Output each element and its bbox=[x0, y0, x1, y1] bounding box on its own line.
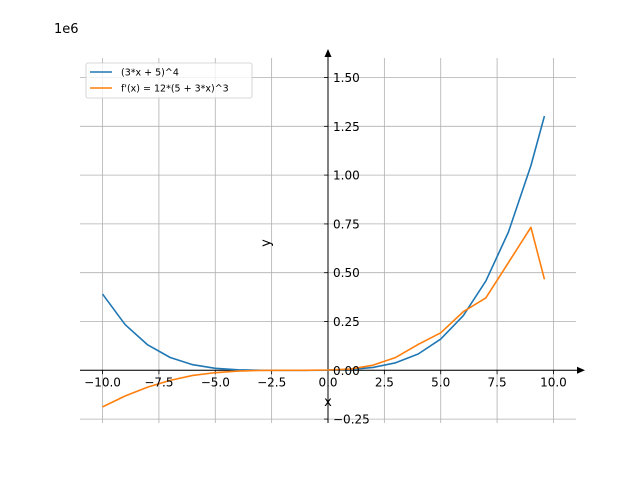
tick-labels: −10.0 −7.5 −5.0 −2.5 0.0 2.5 5.0 7.5 10.0 −0.25 0.… bbox=[84, 71, 567, 427]
offset-text: 1e6 bbox=[54, 22, 79, 37]
x-tick-label: −5.0 bbox=[201, 375, 230, 389]
x-tick-label: −2.5 bbox=[257, 375, 286, 389]
x-tick-label: 0.0 bbox=[318, 375, 337, 389]
y-axis-arrow bbox=[324, 49, 332, 57]
x-tick-label: 2.5 bbox=[375, 375, 394, 389]
legend-label-series-2: f'(x) = 12*(5 + 3*x)^3 bbox=[121, 84, 229, 95]
x-axis-arrow bbox=[577, 366, 585, 374]
x-axis-label: x bbox=[324, 395, 332, 410]
y-tick-label: 1.00 bbox=[333, 169, 360, 183]
series-lines bbox=[101, 115, 546, 408]
y-tick-label: 0.00 bbox=[333, 364, 360, 378]
y-tick-label: 0.50 bbox=[333, 266, 360, 280]
x-tick-label: 10.0 bbox=[540, 375, 567, 389]
y-tick-label: 1.25 bbox=[333, 120, 360, 134]
x-tick-label: 7.5 bbox=[488, 375, 507, 389]
legend: (3*x + 5)^4 f'(x) = 12*(5 + 3*x)^3 bbox=[85, 62, 253, 99]
y-axis-label: y bbox=[259, 239, 274, 247]
series-line-2 bbox=[102, 226, 546, 408]
y-tick-label: 0.25 bbox=[333, 315, 360, 329]
y-tick-label: 1.50 bbox=[333, 71, 360, 85]
x-tick-label: 5.0 bbox=[431, 375, 450, 389]
series-line-1 bbox=[101, 115, 546, 372]
legend-label-series-1: (3*x + 5)^4 bbox=[121, 68, 179, 79]
x-tick-label: −7.5 bbox=[144, 375, 173, 389]
y-tick-label: −0.25 bbox=[333, 413, 370, 427]
legend-box bbox=[85, 62, 253, 99]
x-tick-label: −10.0 bbox=[84, 375, 121, 389]
y-tick-label: 0.75 bbox=[333, 217, 360, 231]
